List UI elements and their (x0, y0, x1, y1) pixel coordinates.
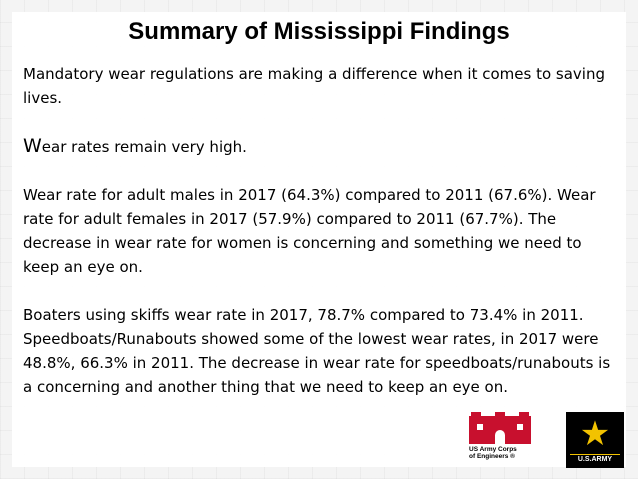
paragraph-mandatory-wear: Mandatory wear regulations are making a … (23, 65, 605, 107)
usace-line-2: of Engineers ® (469, 453, 515, 460)
us-army-logo: ★ U.S.ARMY (566, 412, 624, 468)
slide-title: Summary of Mississippi Findings (128, 18, 510, 45)
castle-icon (469, 412, 531, 444)
slide-panel (12, 12, 626, 467)
usace-logo-text: US Army Corps of Engineers ® (469, 446, 549, 460)
paragraph-boat-type-wear-rates: Boaters using skiffs wear rate in 2017, … (23, 306, 611, 396)
castle-tower (471, 412, 481, 418)
castle-window (517, 424, 523, 430)
army-logo-label: U.S.ARMY (570, 454, 620, 465)
castle-door (495, 430, 505, 444)
castle-window (477, 424, 483, 430)
castle-tower (519, 412, 529, 418)
usace-line-1: US Army Corps (469, 446, 517, 453)
usace-logo: US Army Corps of Engineers ® (469, 412, 544, 466)
star-icon: ★ (579, 414, 611, 454)
castle-tower (495, 412, 505, 418)
paragraph-wear-rates-high: Wear rates remain very high. (23, 135, 247, 157)
slide-body: Mandatory wear regulations are making a … (23, 62, 613, 399)
paragraph-adult-wear-rates: Wear rate for adult males in 2017 (64.3%… (23, 186, 596, 276)
